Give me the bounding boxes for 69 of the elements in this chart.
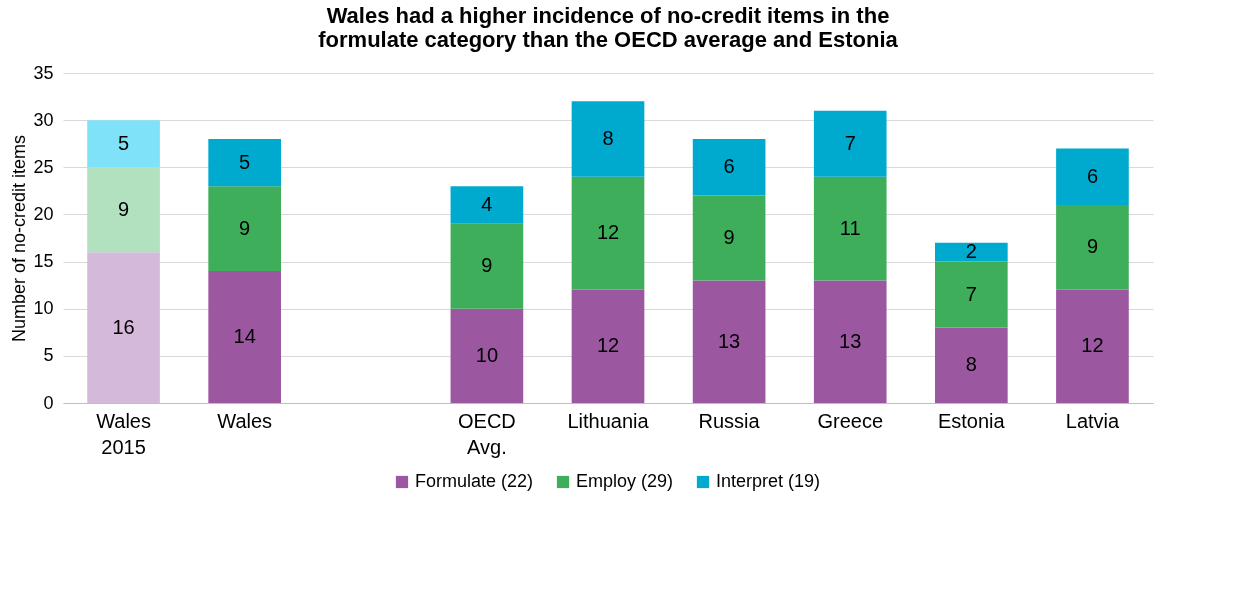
bar: [87, 120, 160, 168]
x-tick-label: Greece: [817, 409, 884, 432]
bar: [692, 280, 766, 403]
legend-label: Employ (29): [576, 471, 674, 491]
data-label: 7: [965, 282, 977, 305]
legend-label: Formulate (22): [415, 471, 534, 491]
y-tick-label: 30: [33, 109, 54, 130]
legend-label: Interpret (19): [716, 471, 821, 491]
bar: [935, 327, 1008, 403]
bar: [1056, 289, 1129, 403]
bar: [208, 186, 281, 271]
data-label: 6: [1086, 164, 1099, 187]
bar: [813, 110, 887, 177]
data-label: 2: [965, 240, 977, 263]
bar: [571, 176, 645, 290]
data-label: 10: [475, 343, 499, 366]
y-tick-label: 10: [33, 298, 54, 319]
bar: [208, 139, 281, 187]
bar: [571, 101, 645, 177]
data-label: 4: [481, 193, 493, 215]
x-tick-label: Wales: [217, 409, 273, 432]
bar: [208, 271, 281, 403]
x-tick-label: OECD Avg.: [457, 409, 516, 458]
x-tick-label: Estonia: [937, 409, 1006, 432]
data-label: 12: [596, 221, 620, 244]
x-tick-label: Latvia: [1065, 409, 1120, 432]
y-tick-label: 35: [33, 62, 54, 83]
data-label: 5: [239, 150, 251, 173]
bar: [692, 195, 766, 281]
data-label: 14: [233, 325, 256, 347]
data-label: 9: [239, 216, 251, 239]
data-label: 9: [117, 197, 130, 220]
bar: [935, 242, 1008, 262]
data-label: 6: [723, 155, 735, 178]
bar: [692, 139, 766, 196]
bar: [450, 186, 524, 224]
data-label: 12: [596, 334, 620, 357]
bar: [87, 252, 160, 403]
x-tick-label: Russia: [698, 409, 761, 432]
data-label: 12: [1081, 334, 1104, 357]
y-tick-label: 25: [33, 156, 54, 177]
data-label: 9: [481, 254, 493, 277]
bar: [450, 223, 524, 309]
data-label: 11: [839, 216, 861, 239]
data-label: 8: [965, 353, 977, 376]
x-tick-label: Wales 2015: [96, 409, 151, 458]
data-label: 13: [717, 329, 741, 352]
bar: [450, 308, 524, 403]
data-label: 9: [1086, 235, 1099, 258]
bar: [935, 261, 1008, 328]
data-label: 16: [112, 315, 135, 338]
data-label: 5: [117, 131, 130, 154]
data-label: 7: [844, 131, 856, 154]
y-tick-label: 5: [43, 345, 54, 366]
y-axis-title: Number of no-credit items: [9, 134, 30, 343]
bar: [87, 167, 160, 253]
bar: [813, 176, 887, 281]
x-tick-label: Lithuania: [567, 409, 650, 432]
data-label: 13: [839, 329, 862, 352]
chart-title: Wales had a higher incidence of no-credit items in the formulate category than the OECD average and Estonia: [318, 3, 899, 52]
bar: [1056, 205, 1129, 290]
data-label: 8: [602, 127, 614, 149]
y-tick-label: 15: [33, 251, 54, 272]
bar: [813, 280, 887, 403]
bar: [1056, 148, 1129, 205]
y-tick-label: 0: [43, 392, 54, 413]
data-label: 9: [723, 226, 735, 248]
y-tick-label: 20: [33, 203, 54, 224]
bar: [571, 289, 645, 403]
